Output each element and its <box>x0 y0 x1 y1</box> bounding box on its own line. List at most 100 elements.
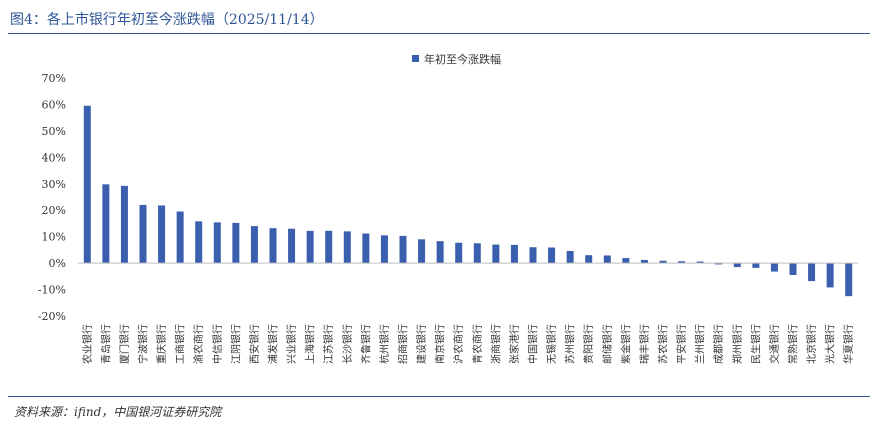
bar <box>789 263 797 276</box>
bar <box>120 185 128 264</box>
header-rule <box>8 33 870 34</box>
bar <box>640 259 648 264</box>
x-tick-label: 成都银行 <box>712 324 725 364</box>
x-tick-label: 工商银行 <box>174 324 187 364</box>
x-tick-label: 江苏银行 <box>322 324 335 364</box>
y-tick-label: 20% <box>42 204 66 217</box>
x-tick-label: 华夏银行 <box>842 324 855 364</box>
bar <box>176 211 184 264</box>
figure-title: 图4：各上市银行年初至今涨跌幅（2025/11/14） <box>10 12 324 28</box>
x-tick-label: 长沙银行 <box>341 324 354 364</box>
bar <box>418 239 426 264</box>
bar <box>213 222 221 264</box>
x-tick-label: 交通银行 <box>768 324 781 364</box>
x-tick-label: 苏州银行 <box>564 324 577 364</box>
x-tick-label: 瑞丰银行 <box>638 324 651 364</box>
y-tick-label: 70% <box>42 72 66 85</box>
y-axis: -20% -10% 0% 10% 20% 30% 40% 50% 60% 70% <box>38 72 66 323</box>
bar <box>826 263 834 288</box>
bar <box>678 261 686 264</box>
bar <box>473 243 481 264</box>
x-tick-label: 苏农银行 <box>657 324 670 364</box>
bar <box>269 228 277 264</box>
bar <box>436 241 444 264</box>
y-tick-label: 40% <box>42 151 66 164</box>
x-tick-label: 民生银行 <box>749 324 762 364</box>
bar <box>845 263 853 297</box>
x-tick-label: 兴业银行 <box>285 324 298 364</box>
bar <box>548 247 556 264</box>
legend-swatch <box>412 55 419 62</box>
bar <box>455 242 463 264</box>
y-tick-label: 10% <box>42 231 66 244</box>
figure-header: 图4：各上市银行年初至今涨跌幅（2025/11/14） <box>8 6 868 30</box>
x-tick-label: 无锡银行 <box>545 324 558 364</box>
x-tick-label: 常熟银行 <box>787 324 800 364</box>
bar <box>232 222 240 264</box>
bar <box>102 184 110 264</box>
x-tick-label: 浙商银行 <box>489 324 502 364</box>
bar <box>529 247 537 264</box>
bar <box>715 263 723 265</box>
y-tick-label: -10% <box>38 284 66 297</box>
x-tick-label: 宁波银行 <box>137 324 150 364</box>
bar <box>343 231 351 264</box>
x-tick-label: 平安银行 <box>675 324 688 364</box>
y-tick-label: 30% <box>42 178 66 191</box>
x-tick-label: 北京银行 <box>805 324 818 364</box>
bar <box>158 205 166 264</box>
x-tick-label: 张家港行 <box>508 324 521 364</box>
bar <box>752 263 760 268</box>
bar <box>603 255 611 264</box>
y-tick-label: 50% <box>42 125 66 138</box>
x-tick-label: 南京银行 <box>434 324 447 364</box>
bar <box>362 233 370 264</box>
x-tick-label: 中国银行 <box>527 324 540 364</box>
x-tick-label: 青农商行 <box>471 324 484 364</box>
x-tick-label: 青岛银行 <box>99 324 112 364</box>
bar <box>659 260 667 264</box>
y-tick-label: 0% <box>49 257 66 270</box>
bar <box>83 105 91 264</box>
bar <box>566 250 574 264</box>
x-tick-label: 浦发银行 <box>267 324 280 364</box>
bar <box>585 255 593 264</box>
bar <box>808 263 816 282</box>
x-tick-label: 杭州银行 <box>378 324 391 364</box>
x-tick-label: 中信银行 <box>211 324 224 364</box>
bar <box>288 228 296 264</box>
bar <box>510 244 518 264</box>
x-tick-label: 紫金银行 <box>619 324 632 364</box>
bar <box>492 244 500 264</box>
x-tick-label: 光大银行 <box>824 324 837 364</box>
x-tick-label: 上海银行 <box>304 324 317 364</box>
bar <box>399 235 407 264</box>
bar <box>770 263 778 272</box>
bar <box>250 226 258 264</box>
x-tick-label: 邮储银行 <box>601 324 614 364</box>
y-tick-label: -20% <box>38 310 66 323</box>
bar-series <box>83 105 853 297</box>
x-tick-label: 贵阳银行 <box>582 324 595 364</box>
bar <box>380 235 388 264</box>
x-tick-label: 郑州银行 <box>731 324 744 364</box>
x-tick-label: 齐鲁银行 <box>359 324 372 364</box>
bar <box>139 204 147 264</box>
x-tick-label: 建设银行 <box>415 324 428 364</box>
x-tick-label: 西安银行 <box>248 324 261 364</box>
bar <box>325 230 333 264</box>
x-tick-label: 重庆银行 <box>155 324 168 364</box>
bar <box>195 221 203 264</box>
x-tick-label: 兰州银行 <box>694 324 707 364</box>
source-note: 资料来源：ifind，中国银河证券研究院 <box>14 405 222 419</box>
x-tick-label: 渝农商行 <box>192 324 205 364</box>
legend-label: 年初至今涨跌幅 <box>424 52 501 66</box>
x-tick-label: 江阴银行 <box>229 324 242 364</box>
x-axis-labels: 农业银行 青岛银行 厦门银行 宁波银行 重庆银行 工商银行 渝农商行 中信银行 江阴银行 西安银行… <box>81 324 855 364</box>
chart-legend: 年初至今涨跌幅 <box>412 52 501 66</box>
x-tick-label: 沪农商行 <box>452 324 465 364</box>
bar <box>696 261 704 264</box>
y-tick-label: 60% <box>42 98 66 111</box>
x-tick-label: 招商银行 <box>397 324 410 364</box>
